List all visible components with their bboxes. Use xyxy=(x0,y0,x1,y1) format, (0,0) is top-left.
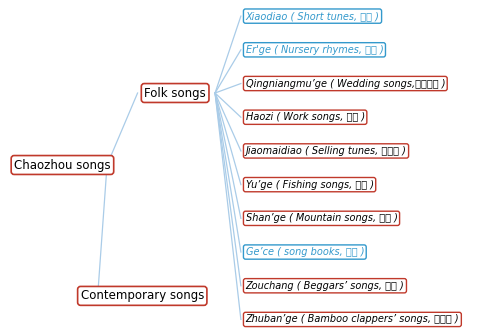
Text: Chaozhou songs: Chaozhou songs xyxy=(14,158,110,172)
Text: Er'ge ( Nursery rhymes, 児歌 ): Er'ge ( Nursery rhymes, 児歌 ) xyxy=(246,45,384,55)
Text: Yu’ge ( Fishing songs, 渔歌 ): Yu’ge ( Fishing songs, 渔歌 ) xyxy=(246,180,374,190)
Text: Jiaomaidiao ( Selling tunes, 叫卖调 ): Jiaomaidiao ( Selling tunes, 叫卖调 ) xyxy=(246,146,406,156)
Text: Zhuban’ge ( Bamboo clappers’ songs, 竹板歌 ): Zhuban’ge ( Bamboo clappers’ songs, 竹板歌 … xyxy=(246,314,459,324)
Text: Shan’ge ( Mountain songs, 山歌 ): Shan’ge ( Mountain songs, 山歌 ) xyxy=(246,213,398,223)
Text: Contemporary songs: Contemporary songs xyxy=(80,289,204,302)
Text: Qingniangmu’ge ( Wedding songs,青娘母歌 ): Qingniangmu’ge ( Wedding songs,青娘母歌 ) xyxy=(246,79,445,88)
Text: Zouchang ( Beggars’ songs, 走唱 ): Zouchang ( Beggars’ songs, 走唱 ) xyxy=(246,281,404,291)
Text: Ge’ce ( song books, 歌册 ): Ge’ce ( song books, 歌册 ) xyxy=(246,247,364,257)
Text: Folk songs: Folk songs xyxy=(144,86,206,100)
Text: Haozi ( Work songs, 号子 ): Haozi ( Work songs, 号子 ) xyxy=(246,112,364,122)
Text: Xiaodiao ( Short tunes, 小调 ): Xiaodiao ( Short tunes, 小调 ) xyxy=(246,11,380,21)
